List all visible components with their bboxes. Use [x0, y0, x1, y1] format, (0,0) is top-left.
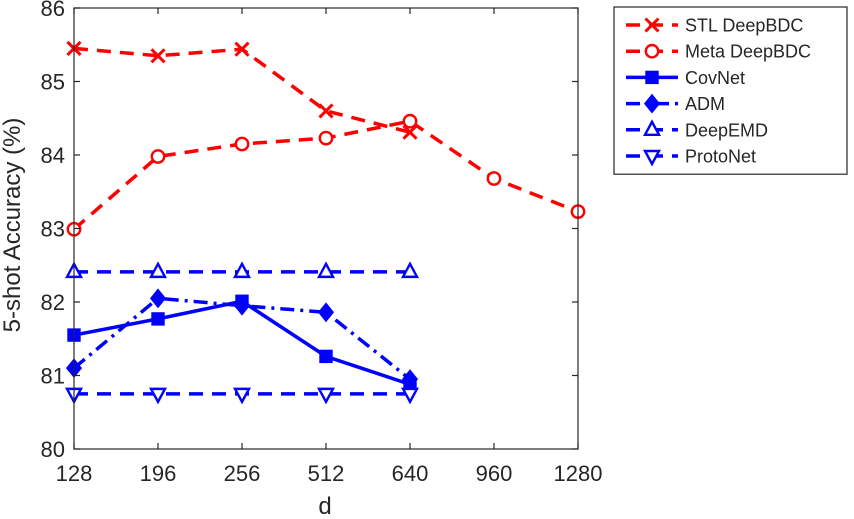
legend-marker	[645, 70, 659, 85]
legend-marker	[642, 119, 662, 137]
data-point	[150, 149, 166, 164]
legend-marker	[644, 43, 660, 59]
legend-label: STL DeepBDC	[685, 16, 803, 36]
y-tick-label: 81	[41, 364, 65, 389]
y-tick-label: 83	[41, 217, 65, 242]
y-tick-label: 86	[41, 0, 65, 21]
x-tick-label: 196	[140, 461, 177, 486]
axes: 80 81 82 83 84 85 86 128 196 256 512 640 960 1280	[41, 0, 603, 486]
legend-item: Meta DeepBDC	[626, 42, 811, 62]
legend: STL DeepBDC Meta DeepBDC CovNet ADM DeepEMD P…	[613, 6, 848, 175]
x-tick-label: 256	[224, 461, 261, 486]
data-point	[400, 261, 420, 279]
y-tick-label: 85	[41, 70, 65, 95]
legend-label: ADM	[685, 94, 725, 114]
legend-item: STL DeepBDC	[626, 16, 803, 36]
series-deepemd	[64, 261, 420, 279]
axes-box	[73, 7, 579, 450]
series-meta-deepbdc	[66, 113, 586, 237]
legend-item: ADM	[626, 93, 725, 114]
legend-marker	[644, 17, 660, 33]
y-axis-label: 5-shot Accuracy (%)	[0, 118, 26, 333]
legend-box	[613, 6, 848, 175]
x-tick-label: 128	[56, 461, 93, 486]
data-point	[401, 369, 419, 390]
data-point	[316, 387, 336, 405]
data-point	[318, 103, 334, 119]
legend-marker	[642, 149, 662, 167]
data-point	[234, 41, 250, 57]
y-tick-label: 84	[41, 143, 65, 168]
x-tick-label: 512	[308, 461, 345, 486]
y-tick-label: 80	[41, 437, 65, 462]
data-point	[148, 261, 168, 279]
data-point	[402, 113, 418, 129]
y-tick-label: 82	[41, 290, 65, 315]
data-point	[232, 261, 252, 279]
data-point	[316, 261, 336, 279]
data-point	[319, 349, 333, 364]
series-adm	[65, 288, 419, 390]
data-point	[317, 302, 335, 323]
legend-item: DeepEMD	[626, 119, 768, 140]
legend-item: CovNet	[626, 68, 745, 88]
data-point	[149, 288, 167, 309]
data-point	[400, 387, 420, 405]
series-stl-deepbdc	[66, 40, 418, 140]
series-protonet	[64, 387, 420, 405]
legend-label: CovNet	[685, 68, 745, 88]
data-point	[232, 387, 252, 405]
legend-item: ProtoNet	[626, 147, 756, 167]
legend-label: DeepEMD	[685, 120, 768, 140]
x-axis-label: d	[318, 493, 331, 519]
legend-label: ProtoNet	[685, 147, 756, 167]
data-point	[234, 136, 250, 152]
x-tick-label: 640	[392, 461, 429, 486]
data-point	[148, 387, 168, 405]
data-point	[318, 130, 334, 146]
data-point	[150, 48, 166, 64]
data-point	[233, 295, 251, 316]
legend-label: Meta DeepBDC	[685, 42, 811, 62]
data-point	[486, 171, 502, 186]
x-tick-label: 960	[476, 461, 513, 486]
plot-area	[64, 40, 586, 405]
legend-marker	[643, 93, 661, 114]
x-tick-label: 1280	[554, 461, 603, 486]
series-line	[73, 46, 411, 134]
data-point	[402, 124, 418, 140]
data-point	[151, 312, 165, 326]
